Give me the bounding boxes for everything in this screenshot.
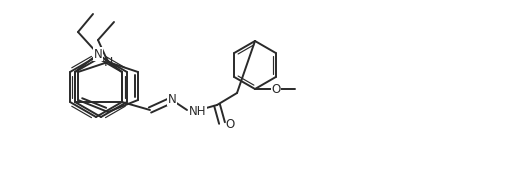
Text: O: O [225, 118, 234, 132]
Text: N: N [93, 47, 103, 61]
Text: O: O [271, 82, 281, 95]
Text: NH: NH [189, 105, 207, 118]
Text: N: N [168, 93, 176, 105]
Text: N: N [104, 56, 113, 70]
